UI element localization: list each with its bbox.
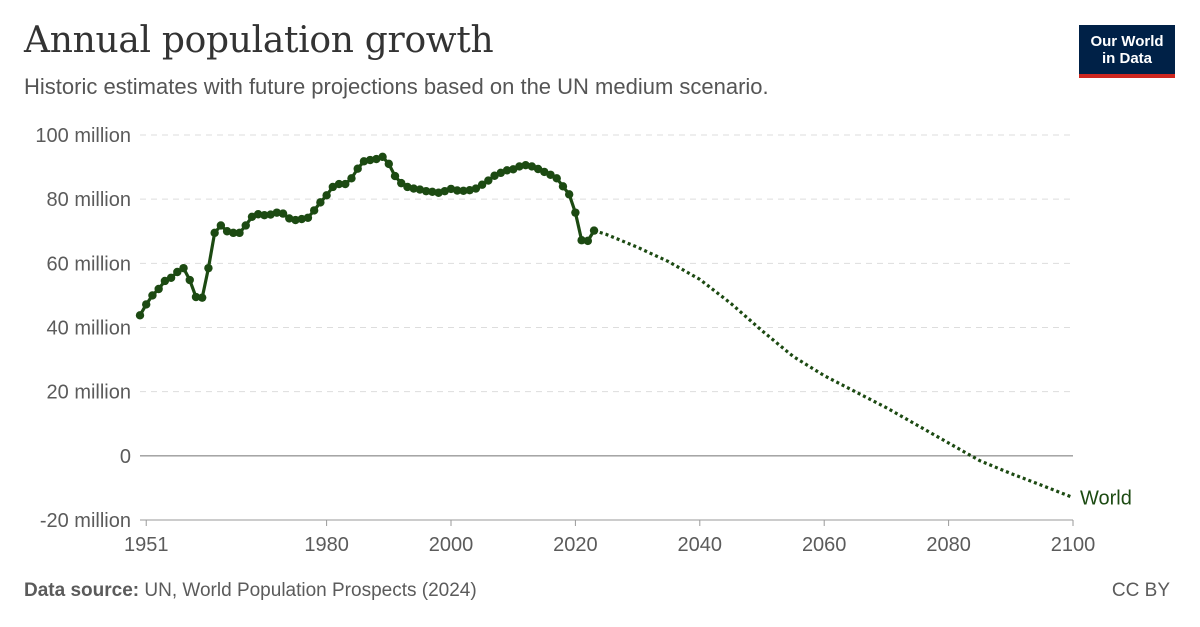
data-point[interactable] [260,211,269,220]
data-point[interactable] [477,180,487,189]
y-tick-label: 100 million [35,125,131,147]
data-point[interactable] [148,291,157,300]
data-point[interactable] [191,292,201,302]
data-point[interactable] [142,300,151,309]
data-point[interactable] [341,179,350,189]
y-tick-label: 40 million [47,318,131,340]
data-point[interactable] [353,164,362,173]
data-point[interactable] [459,186,468,196]
x-tick-label: 1951 [124,534,169,556]
grid-lines [140,134,1073,457]
x-tick-label: 2040 [678,534,723,556]
axes [140,519,1074,526]
logo-line-1: Our World [1090,32,1164,50]
data-source: Data source: UN, World Population Prospe… [24,580,477,602]
x-tick-label: 1980 [304,534,349,556]
data-source-label: Data source: [24,580,140,601]
data-point[interactable] [179,263,188,273]
y-tick-label: -20 million [40,510,131,532]
data-point[interactable] [154,284,163,294]
data-point[interactable] [558,182,568,191]
data-point[interactable] [546,170,555,179]
y-tick-label: 20 million [47,382,131,404]
data-point[interactable] [484,176,493,185]
data-point[interactable] [322,191,331,200]
data-point[interactable] [583,236,593,246]
data-point[interactable] [272,208,282,217]
data-point[interactable] [303,213,313,222]
labels: 100 million 80 million 60 million 40 millio… [35,125,1131,556]
y-tick-label: 0 [120,446,131,468]
data-point[interactable] [216,221,226,230]
license-link[interactable]: CC BY [1111,580,1170,601]
data-point[interactable] [502,166,512,175]
data-point[interactable] [384,159,393,169]
data-point[interactable] [241,221,250,230]
data-point[interactable] [421,186,431,196]
data-point[interactable] [577,236,586,245]
data-point[interactable] [253,210,263,219]
x-tick-label: 2060 [802,534,847,556]
data-point[interactable] [564,190,574,199]
data-point[interactable] [390,171,400,181]
data-point[interactable] [378,152,387,162]
data-point[interactable] [204,263,213,273]
data-point[interactable] [552,174,561,183]
data-point[interactable] [571,208,580,217]
logo-line-2: in Data [1101,49,1152,67]
x-tick-label: 2020 [553,534,598,556]
data-point[interactable] [471,184,481,193]
data-point[interactable] [397,178,406,188]
data-point[interactable] [334,179,344,189]
world-historic-line[interactable] [138,155,596,317]
data-point[interactable] [210,228,219,238]
data-point[interactable] [166,273,176,282]
page-title: Annual population growth [24,20,494,61]
data-point[interactable] [365,155,375,165]
series-label-world[interactable]: World [1080,488,1132,510]
data-point[interactable] [515,162,524,171]
data-point[interactable] [428,187,437,196]
data-point[interactable] [347,174,356,183]
y-tick-label: 80 million [47,189,131,211]
data-point[interactable] [235,228,244,238]
data-point[interactable] [521,160,530,170]
data-point[interactable] [185,275,194,285]
data-point[interactable] [229,228,238,238]
y-tick-label: 60 million [47,253,131,275]
data-point[interactable] [135,311,145,320]
data-point[interactable] [198,293,207,302]
data-point[interactable] [291,215,300,225]
page-subtitle: Historic estimates with future projectio… [24,74,769,99]
data-point[interactable] [316,198,325,207]
owid-logo[interactable]: Our World in Data [1079,25,1175,78]
x-tick-label: 2080 [926,534,971,556]
x-tick-label: 2000 [429,534,474,556]
data-point[interactable] [409,184,418,193]
series-lines [135,152,1074,500]
data-point[interactable] [453,186,462,195]
data-point[interactable] [278,209,288,218]
data-point[interactable] [309,206,319,215]
world-projection-line[interactable] [593,229,1074,500]
x-tick-label: 2100 [1051,534,1096,556]
data-source-link[interactable]: UN, World Population Prospects (2024) [139,580,477,601]
data-point[interactable] [173,267,182,277]
data-point[interactable] [160,276,170,286]
